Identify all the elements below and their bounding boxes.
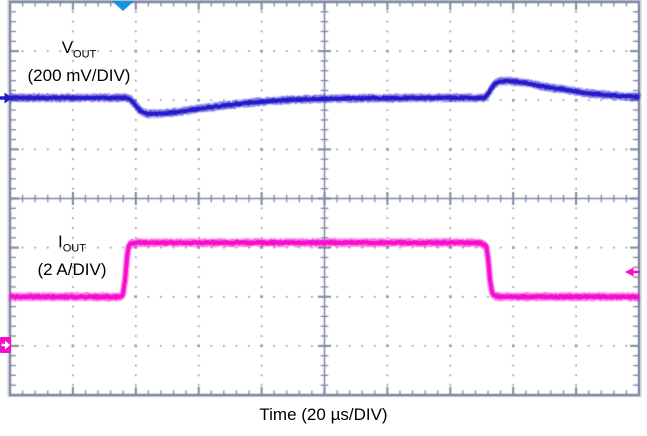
trigger-position-marker xyxy=(111,1,134,11)
vout-name-text: V xyxy=(61,38,74,57)
iout-name-text: I xyxy=(58,232,63,251)
vout-scale-label: (200 mV/DIV) xyxy=(27,66,131,86)
waveform-display xyxy=(0,0,647,400)
iout-scale-label: (2 A/DIV) xyxy=(37,260,107,280)
vout-channel-name: VOUT xyxy=(14,37,144,65)
iout-cursor-arrow xyxy=(625,267,640,277)
vout-reference-marker xyxy=(0,92,13,104)
iout-channel-name: IOUT xyxy=(12,231,132,259)
iout-name-subscript: OUT xyxy=(62,242,86,255)
iout-reference-marker xyxy=(0,337,11,354)
iout-channel-label: IOUT (2 A/DIV) xyxy=(12,231,132,281)
vout-channel-label: VOUT (200 mV/DIV) xyxy=(14,37,144,87)
vout-name-subscript: OUT xyxy=(73,48,97,61)
time-axis-label: Time (20 µs/DIV) xyxy=(259,405,388,424)
